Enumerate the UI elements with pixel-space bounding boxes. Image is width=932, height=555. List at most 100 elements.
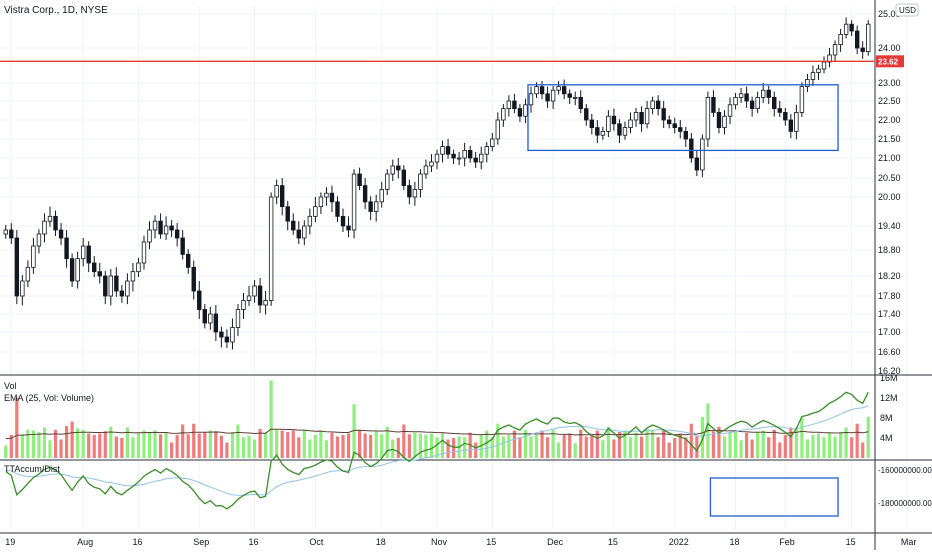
price-axis-tick: 18.20	[878, 271, 901, 281]
volume-bar	[811, 435, 815, 458]
candle-up	[75, 258, 80, 282]
candle-down	[584, 108, 589, 121]
candle-up	[163, 225, 169, 235]
candle-down	[766, 89, 771, 98]
price-axis-tick: 20.50	[878, 173, 901, 183]
candle-down	[357, 173, 362, 187]
volume-bar	[557, 442, 561, 458]
time-axis-tick: Mar	[901, 537, 917, 547]
price-axis-tick: 22.50	[878, 96, 901, 106]
volume-bar	[203, 432, 207, 458]
candle-up	[108, 275, 114, 297]
volume-bar	[308, 439, 312, 458]
candle-up	[606, 115, 611, 132]
volume-label: Vol	[4, 381, 17, 391]
candle-down	[340, 215, 346, 227]
candle-up	[550, 89, 556, 102]
candle-down	[346, 225, 351, 231]
candle-down	[860, 47, 865, 52]
volume-bar	[756, 432, 760, 458]
candle-up	[816, 68, 821, 73]
candle-down	[854, 30, 860, 49]
volume-bar	[545, 437, 550, 458]
volume-bar	[827, 432, 832, 458]
volume-bar	[280, 430, 284, 458]
price-pane[interactable]	[0, 17, 874, 350]
volume-pane[interactable]	[4, 380, 870, 459]
volume-bar	[501, 436, 505, 458]
candle-up	[501, 108, 506, 121]
time-axis-tick: Feb	[779, 537, 795, 547]
candle-down	[180, 237, 185, 255]
candle-up	[810, 72, 816, 80]
candle-up	[31, 245, 36, 268]
candle-up	[423, 165, 429, 175]
candle-up	[705, 97, 711, 140]
candle-down	[567, 93, 572, 98]
candle-up	[235, 309, 241, 328]
volume-bar	[584, 436, 588, 458]
currency-badge[interactable]: USD	[895, 3, 919, 17]
volume-bar	[369, 435, 373, 458]
candle-up	[230, 327, 235, 343]
price-axis[interactable]: 25.00 24.00 23.00 22.50 22.00 21.50 21.00 20.50…	[878, 9, 932, 508]
volume-bar	[540, 430, 544, 458]
candle-up	[47, 215, 53, 222]
volume-bar	[402, 424, 406, 458]
volume-bar	[850, 437, 854, 458]
candle-down	[285, 206, 290, 222]
candle-up	[805, 79, 810, 87]
time-axis-tick: 2022	[669, 537, 689, 547]
candle-up	[738, 93, 744, 98]
volume-bar	[523, 429, 528, 458]
volume-bar	[463, 437, 467, 458]
candle-down	[202, 309, 207, 324]
candle-up	[25, 266, 31, 282]
time-axis-tick: Dec	[547, 537, 564, 547]
volume-bar	[363, 433, 367, 458]
volume-bar	[192, 423, 196, 458]
volume-bar	[59, 439, 63, 458]
candle-up	[633, 112, 639, 121]
volume-bar	[429, 433, 434, 458]
accum-dist-pane[interactable]	[5, 391, 869, 517]
ema-label: EMA (25, Vol: Volume)	[4, 393, 94, 403]
volume-bar	[628, 437, 633, 458]
volume-bar	[241, 437, 246, 458]
volume-axis-tick: 16M	[880, 373, 898, 383]
volume-bar	[645, 429, 649, 458]
candle-up	[484, 146, 489, 155]
time-axis-tick: 16	[132, 537, 142, 547]
volume-bar	[352, 404, 356, 458]
time-axis[interactable]: 19 Aug 16 Sep 16 Oct 18 Nov 15 Dec 15 2022 18 Feb 15 Ma…	[5, 537, 932, 547]
volume-bar	[225, 442, 229, 458]
volume-bar	[794, 428, 798, 458]
candle-down	[512, 100, 517, 109]
candle-up	[523, 104, 528, 117]
candle-down	[749, 100, 755, 109]
volume-bar	[800, 417, 804, 458]
accum-signal-line	[5, 405, 869, 496]
volume-bar	[722, 436, 727, 458]
candle-down	[473, 157, 478, 163]
volume-bar	[606, 426, 610, 458]
candle-down	[611, 115, 617, 125]
volume-bar	[125, 427, 129, 458]
volume-bar	[48, 440, 52, 458]
volume-bar	[20, 434, 24, 458]
candle-down	[788, 119, 794, 132]
candle-down	[689, 138, 694, 159]
volume-bar	[37, 432, 41, 458]
candle-up	[147, 229, 152, 243]
volume-bar	[761, 430, 765, 458]
candle-down	[114, 275, 119, 292]
candle-up	[794, 112, 799, 132]
volume-bar	[739, 440, 743, 458]
candle-down	[678, 127, 683, 132]
volume-bar	[181, 424, 185, 458]
volume-bar	[109, 426, 113, 458]
candle-up	[274, 185, 279, 198]
